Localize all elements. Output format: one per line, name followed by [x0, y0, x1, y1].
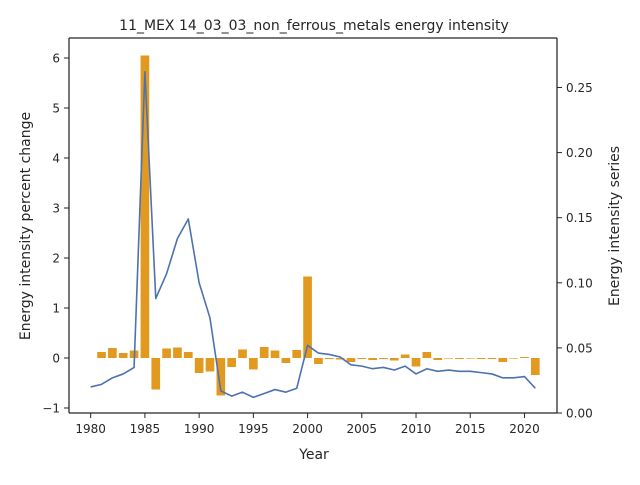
bar — [270, 350, 280, 358]
bar — [389, 358, 399, 361]
bar — [368, 358, 377, 360]
bar — [108, 348, 117, 358]
bar — [530, 358, 540, 375]
y-tick-label: 3 — [52, 202, 60, 216]
bar — [162, 348, 171, 358]
bar — [520, 357, 529, 358]
x-tick-label: 1980 — [75, 422, 106, 436]
x-tick-label: 1995 — [238, 422, 269, 436]
y-tick-label: 6 — [52, 52, 60, 66]
y2-tick-label: 0.15 — [566, 211, 593, 225]
x-tick-label: 2015 — [455, 422, 486, 436]
bar — [249, 358, 258, 370]
bar-series — [97, 55, 540, 396]
bar — [400, 354, 410, 358]
bar — [292, 350, 302, 358]
bar — [118, 353, 128, 358]
bar — [151, 358, 161, 390]
bar — [509, 358, 518, 359]
chart-title: 11_MEX 14_03_03_non_ferrous_metals energ… — [119, 18, 509, 34]
bar — [487, 358, 497, 359]
x-tick-label: 2005 — [347, 422, 378, 436]
y-tick-label: 0 — [52, 352, 60, 366]
y-tick-label: −1 — [42, 402, 60, 416]
x-tick-label: 2010 — [401, 422, 432, 436]
y2-tick-label: 0.05 — [566, 341, 593, 355]
series-line — [90, 71, 536, 399]
bar — [194, 358, 204, 373]
x-axis-label: Year — [298, 447, 329, 463]
bar — [379, 358, 388, 359]
y2-tick-label: 0.25 — [566, 81, 593, 95]
bar — [476, 358, 486, 359]
x-tick-label: 2020 — [509, 422, 540, 436]
axes-frame — [68, 37, 558, 414]
y-axis-left: −1 0 1 2 3 4 5 6 — [42, 52, 69, 416]
bar — [498, 358, 508, 362]
bar — [183, 352, 193, 358]
bar — [422, 352, 432, 358]
x-axis: 1980 1985 1990 1995 2000 2005 2010 2015 2020 — [75, 413, 540, 436]
y-tick-label: 4 — [52, 152, 60, 166]
bar — [140, 55, 150, 358]
bar — [303, 276, 312, 358]
y-axis-right-label: Energy intensity series — [607, 146, 623, 306]
bar — [238, 349, 247, 358]
bar — [227, 358, 237, 367]
y-tick-label: 1 — [52, 302, 60, 316]
bar — [433, 358, 443, 360]
bar — [465, 358, 475, 359]
bar — [324, 358, 334, 359]
x-tick-label: 2000 — [292, 422, 323, 436]
bar — [259, 347, 269, 358]
y2-tick-label: 0.10 — [566, 276, 593, 290]
bar — [444, 358, 453, 359]
bar — [173, 347, 182, 358]
bar — [97, 352, 106, 358]
y-tick-label: 5 — [52, 102, 60, 116]
bar — [455, 358, 464, 359]
y2-tick-label: 0.00 — [566, 407, 593, 421]
y-axis-left-label: Energy intensity percent change — [18, 112, 34, 340]
x-tick-label: 1985 — [130, 422, 161, 436]
bar — [314, 358, 323, 364]
bar — [346, 358, 356, 362]
y-tick-label: 2 — [52, 252, 60, 266]
bar — [281, 358, 291, 363]
x-tick-label: 1990 — [184, 422, 215, 436]
bar — [205, 358, 215, 372]
bar — [357, 358, 367, 359]
line-series — [90, 71, 536, 399]
bar — [216, 358, 226, 396]
bar — [335, 358, 345, 360]
bar — [411, 358, 421, 367]
y-axis-right: 0.00 0.05 0.10 0.15 0.20 0.25 — [557, 81, 593, 421]
y2-tick-label: 0.20 — [566, 146, 593, 160]
